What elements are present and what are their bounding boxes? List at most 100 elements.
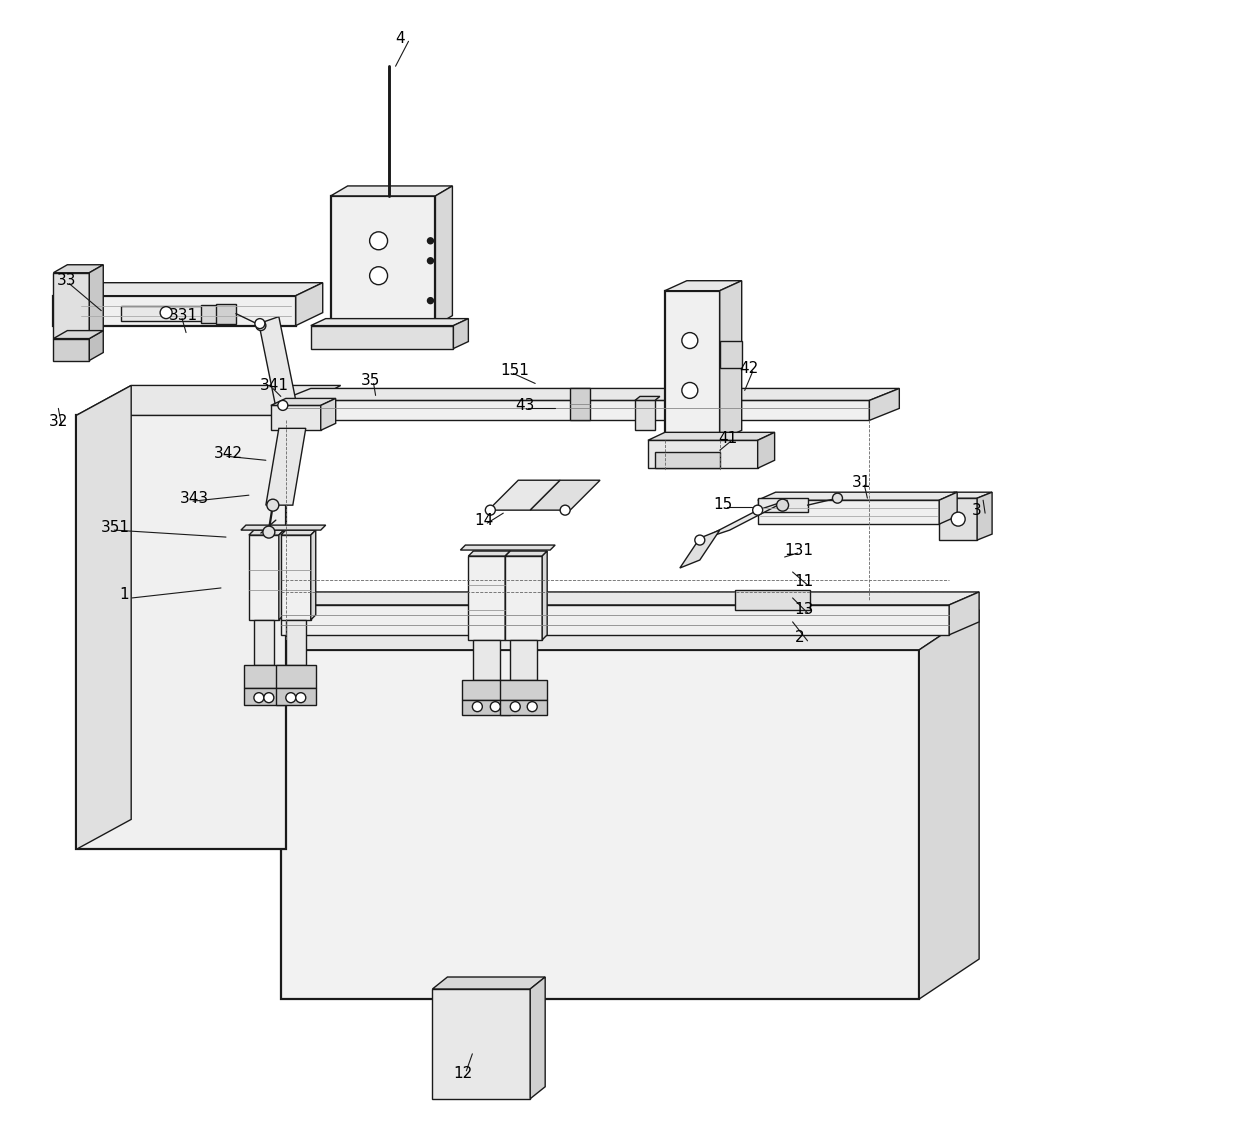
Polygon shape	[489, 480, 560, 510]
Polygon shape	[699, 500, 787, 540]
Polygon shape	[201, 304, 221, 323]
Circle shape	[485, 505, 495, 515]
Polygon shape	[53, 331, 103, 339]
Polygon shape	[280, 535, 311, 620]
Polygon shape	[53, 264, 103, 272]
Polygon shape	[758, 500, 939, 524]
Circle shape	[160, 307, 172, 318]
Polygon shape	[77, 385, 131, 849]
Polygon shape	[280, 650, 919, 999]
Polygon shape	[500, 700, 547, 715]
Circle shape	[267, 499, 279, 511]
Polygon shape	[919, 610, 980, 999]
Circle shape	[472, 702, 482, 711]
Circle shape	[263, 526, 275, 538]
Text: 14: 14	[475, 513, 494, 528]
Polygon shape	[254, 620, 274, 665]
Polygon shape	[89, 331, 103, 360]
Polygon shape	[505, 556, 542, 640]
Polygon shape	[719, 280, 742, 440]
Polygon shape	[77, 385, 341, 415]
Polygon shape	[331, 186, 453, 196]
Text: 331: 331	[169, 308, 198, 323]
Polygon shape	[265, 429, 306, 505]
Polygon shape	[249, 535, 279, 620]
Circle shape	[694, 535, 704, 545]
Text: 11: 11	[795, 575, 813, 589]
Polygon shape	[244, 665, 284, 687]
Polygon shape	[275, 665, 316, 687]
Text: 41: 41	[718, 431, 737, 446]
Circle shape	[370, 267, 388, 285]
Polygon shape	[53, 283, 322, 295]
Polygon shape	[460, 545, 556, 549]
Polygon shape	[939, 498, 977, 540]
Polygon shape	[285, 620, 306, 665]
Polygon shape	[680, 530, 719, 568]
Text: 1: 1	[119, 587, 129, 602]
Polygon shape	[939, 492, 957, 524]
Polygon shape	[542, 551, 547, 640]
Polygon shape	[505, 551, 547, 556]
Text: 151: 151	[500, 363, 529, 378]
Polygon shape	[949, 592, 980, 635]
Polygon shape	[275, 687, 316, 705]
Polygon shape	[665, 291, 719, 440]
Polygon shape	[280, 605, 949, 635]
Text: 342: 342	[215, 446, 243, 461]
Polygon shape	[869, 389, 899, 421]
Polygon shape	[280, 530, 316, 535]
Polygon shape	[500, 679, 547, 700]
Polygon shape	[280, 389, 899, 400]
Polygon shape	[635, 397, 660, 400]
Polygon shape	[241, 526, 326, 530]
Circle shape	[682, 333, 698, 349]
Polygon shape	[280, 610, 980, 650]
Polygon shape	[311, 326, 454, 349]
Polygon shape	[433, 990, 531, 1099]
Polygon shape	[649, 432, 775, 440]
Circle shape	[832, 494, 842, 503]
Text: 13: 13	[795, 602, 813, 618]
Polygon shape	[758, 492, 957, 500]
Text: 33: 33	[56, 274, 76, 288]
Circle shape	[264, 693, 274, 702]
Polygon shape	[531, 480, 600, 510]
Circle shape	[255, 320, 265, 331]
Polygon shape	[655, 453, 719, 469]
Circle shape	[560, 505, 570, 515]
Polygon shape	[531, 977, 546, 1099]
Text: 4: 4	[396, 31, 405, 46]
Text: 343: 343	[180, 490, 210, 506]
Polygon shape	[474, 640, 500, 679]
Text: 12: 12	[454, 1066, 472, 1081]
Circle shape	[753, 505, 763, 515]
Circle shape	[682, 382, 698, 398]
Polygon shape	[331, 196, 435, 326]
Polygon shape	[469, 551, 511, 556]
Polygon shape	[249, 530, 284, 535]
Circle shape	[428, 298, 434, 303]
Polygon shape	[649, 440, 758, 469]
Polygon shape	[53, 339, 89, 360]
Circle shape	[490, 702, 500, 711]
Text: 351: 351	[102, 520, 130, 535]
Text: 42: 42	[740, 361, 759, 376]
Polygon shape	[122, 306, 211, 320]
Circle shape	[428, 258, 434, 263]
Polygon shape	[505, 551, 511, 640]
Text: 31: 31	[852, 474, 870, 490]
Polygon shape	[279, 530, 284, 620]
Circle shape	[254, 693, 264, 702]
Text: 2: 2	[795, 630, 805, 645]
Polygon shape	[719, 341, 742, 368]
Polygon shape	[89, 264, 103, 339]
Polygon shape	[977, 492, 992, 540]
Circle shape	[428, 238, 434, 244]
Polygon shape	[280, 592, 980, 605]
Text: 3: 3	[972, 503, 982, 518]
Polygon shape	[511, 640, 537, 679]
Text: 43: 43	[516, 398, 534, 413]
Circle shape	[370, 231, 388, 250]
Polygon shape	[244, 687, 284, 705]
